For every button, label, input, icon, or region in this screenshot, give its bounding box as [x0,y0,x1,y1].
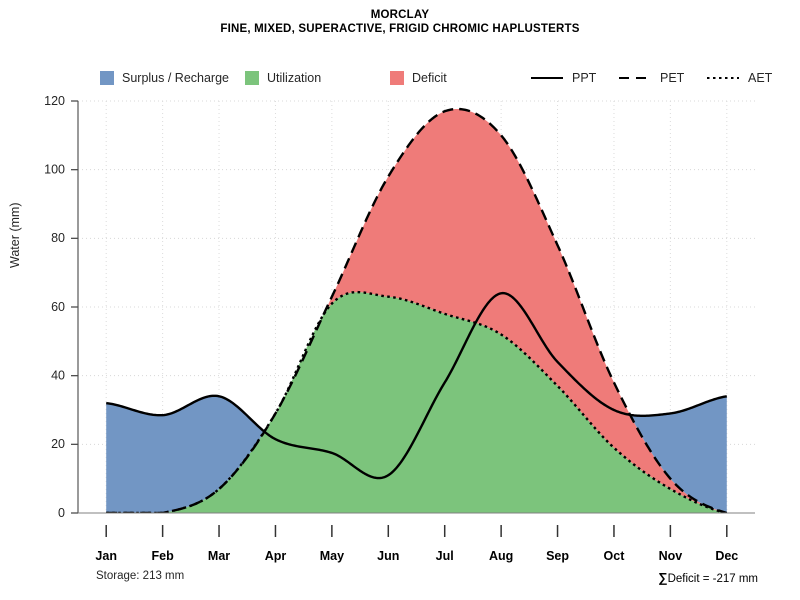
legend-dashed-line-icon [618,71,652,85]
x-tick-label-may: May [320,549,344,563]
y-tick-label: 120 [44,94,65,108]
legend-item-aet[interactable]: AET [706,68,772,88]
x-tick-label-nov: Nov [659,549,683,563]
legend-label-pet: PET [660,71,685,85]
x-tick-label-feb: Feb [152,549,175,563]
legend-label-surplus: Surplus / Recharge [122,71,230,85]
x-tick-label-jan: Jan [95,549,117,563]
chart-legend: Surplus / Recharge Utilization Deficit P… [100,68,772,88]
chart-bands [106,108,727,513]
legend-label-deficit: Deficit [412,71,447,85]
legend-item-surplus[interactable]: Surplus / Recharge [100,68,229,88]
legend-label-utilization: Utilization [267,71,322,85]
legend-swatch-utilization-icon [245,71,259,85]
y-tick-label: 20 [51,437,65,451]
sigma-icon: ∑ [658,570,668,585]
y-tick-label: 40 [51,368,65,382]
page-title: MORCLAY [370,9,430,21]
legend-item-ppt[interactable]: PPT [530,68,596,88]
x-tick-label-jun: Jun [377,549,399,563]
y-tick-label: 80 [51,231,65,245]
deficit-annotation: ∑Deficit = -217 mm [658,570,758,585]
chart-curves [106,107,728,513]
legend-item-utilization[interactable]: Utilization [245,68,321,88]
x-axis-ticks: Jan Feb Mar Apr May Jun Jul Aug Sep Oct Nov Dec [95,525,738,563]
y-axis-ticks: 0 20 40 60 80 100 120 [44,94,78,520]
legend-label-aet: AET [748,71,773,85]
legend-swatch-surplus-icon [100,71,114,85]
legend-item-pet[interactable]: PET [618,68,684,88]
x-tick-label-aug: Aug [489,549,513,563]
legend-solid-line-icon [530,71,564,85]
x-tick-label-jul: Jul [436,549,454,563]
x-tick-label-apr: Apr [265,549,287,563]
chart-title-block: MORCLAY FINE, MIXED, SUPERACTIVE, FRIGID… [0,8,800,36]
legend-swatch-deficit-icon [390,71,404,85]
storage-annotation: Storage: 213 mm [96,570,185,582]
legend-item-deficit[interactable]: Deficit [390,68,447,88]
x-tick-label-sep: Sep [546,549,569,563]
y-tick-label: 0 [58,506,65,520]
y-tick-label: 100 [44,162,65,176]
page-subtitle: FINE, MIXED, SUPERACTIVE, FRIGID CHROMIC… [220,23,580,35]
deficit-annotation-text: Deficit = -217 mm [667,573,758,585]
x-tick-label-mar: Mar [208,549,230,563]
legend-label-ppt: PPT [572,71,597,85]
x-tick-label-oct: Oct [604,549,626,563]
x-tick-label-dec: Dec [715,549,738,563]
y-tick-label: 60 [51,300,65,314]
